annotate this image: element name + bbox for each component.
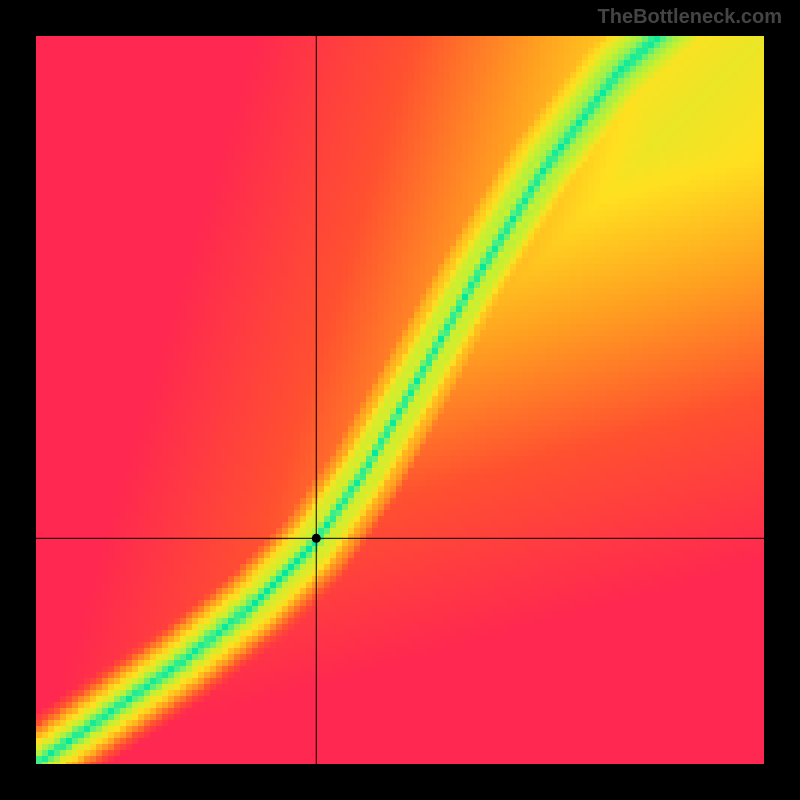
bottleneck-heatmap — [36, 36, 764, 764]
heatmap-canvas — [36, 36, 764, 764]
watermark-text: TheBottleneck.com — [598, 6, 782, 29]
